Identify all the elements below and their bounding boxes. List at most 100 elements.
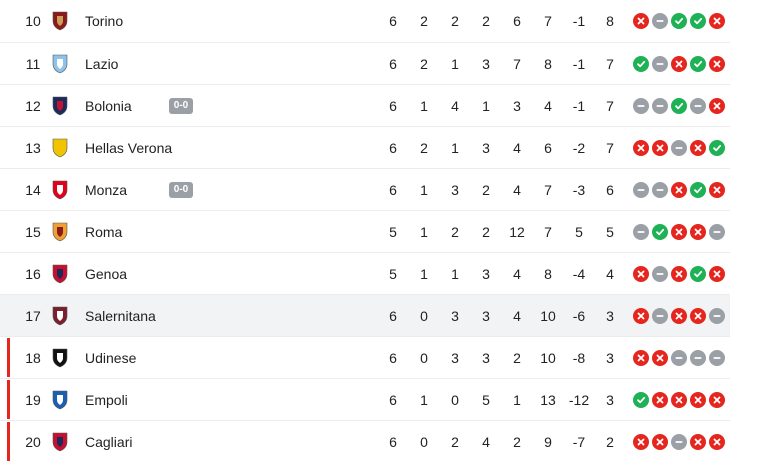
- win-icon[interactable]: [690, 13, 706, 29]
- draw-icon[interactable]: [652, 181, 668, 198]
- loss-icon[interactable]: [671, 307, 687, 324]
- loss-icon[interactable]: [690, 433, 706, 450]
- table-row[interactable]: 16 Genoa 5 1 1 3 4 8 -4 4: [0, 253, 730, 295]
- goals-against-value: 8: [544, 55, 552, 72]
- loss-icon[interactable]: [709, 265, 725, 282]
- draws-value: 3: [451, 181, 459, 198]
- team-name-link[interactable]: Lazio: [85, 55, 119, 72]
- loss-icon[interactable]: [690, 139, 706, 156]
- draw-icon[interactable]: [652, 13, 668, 29]
- loss-icon[interactable]: [633, 13, 649, 29]
- goals-for-value: 2: [513, 433, 521, 450]
- team-name-link[interactable]: Hellas Verona: [85, 139, 173, 156]
- table-row[interactable]: 17 Salernitana 6 0 3 3 4 10 -6 3: [0, 295, 730, 337]
- draw-icon[interactable]: [671, 349, 687, 366]
- loss-icon[interactable]: [690, 391, 706, 408]
- draw-icon[interactable]: [652, 97, 668, 114]
- loss-icon[interactable]: [671, 55, 687, 72]
- draw-icon[interactable]: [652, 307, 668, 324]
- win-icon[interactable]: [671, 97, 687, 114]
- loss-icon[interactable]: [709, 13, 725, 29]
- team-name-link[interactable]: Udinese: [85, 349, 137, 366]
- loss-icon[interactable]: [671, 265, 687, 282]
- table-row[interactable]: 12 Bolonia 0-0 6 1 4 1 3 4 -1 7: [0, 85, 730, 127]
- loss-icon[interactable]: [709, 97, 725, 114]
- draws-value: 1: [451, 55, 459, 72]
- draw-icon[interactable]: [652, 265, 668, 282]
- points-value: 3: [606, 349, 614, 366]
- loss-icon[interactable]: [633, 433, 649, 450]
- table-row[interactable]: 13 Hellas Verona 6 2 1 3 4 6 -2 7: [0, 127, 730, 169]
- team-name-link[interactable]: Salernitana: [85, 307, 156, 324]
- draw-icon[interactable]: [652, 55, 668, 72]
- table-row[interactable]: 20 Cagliari 6 0 2 4 2 9 -7 2: [0, 421, 730, 462]
- monza-crest-icon: [51, 180, 69, 200]
- goals-against-value: 10: [540, 349, 556, 366]
- loss-icon[interactable]: [652, 349, 668, 366]
- draw-icon[interactable]: [671, 433, 687, 450]
- table-row[interactable]: 10 Torino 6 2 2 2 6 7 -1 8: [0, 0, 730, 43]
- goal-difference-value: -1: [572, 13, 586, 29]
- goal-difference-value: -7: [572, 433, 586, 450]
- live-score-badge[interactable]: 0-0: [169, 97, 193, 114]
- win-icon[interactable]: [633, 391, 649, 408]
- team-name-link[interactable]: Torino: [85, 13, 124, 29]
- team-name-link[interactable]: Cagliari: [85, 433, 133, 450]
- draw-icon[interactable]: [633, 97, 649, 114]
- loss-icon[interactable]: [709, 433, 725, 450]
- wins-value: 1: [420, 181, 428, 198]
- live-score-badge[interactable]: 0-0: [169, 181, 193, 198]
- loss-icon[interactable]: [671, 391, 687, 408]
- loss-icon[interactable]: [633, 265, 649, 282]
- goals-against-value: 8: [544, 265, 552, 282]
- team-name-link[interactable]: Empoli: [85, 391, 128, 408]
- win-icon[interactable]: [690, 55, 706, 72]
- loss-icon[interactable]: [652, 391, 668, 408]
- loss-icon[interactable]: [671, 223, 687, 240]
- loss-icon[interactable]: [671, 181, 687, 198]
- win-icon[interactable]: [652, 223, 668, 240]
- goal-difference-value: -2: [572, 139, 586, 156]
- win-icon[interactable]: [671, 13, 687, 29]
- draw-icon[interactable]: [633, 223, 649, 240]
- draw-icon[interactable]: [709, 349, 725, 366]
- win-icon[interactable]: [633, 55, 649, 72]
- goals-against-value: 10: [540, 307, 556, 324]
- win-icon[interactable]: [690, 265, 706, 282]
- team-name-link[interactable]: Monza: [85, 181, 128, 198]
- loss-icon[interactable]: [633, 307, 649, 324]
- team-name-link[interactable]: Roma: [85, 223, 123, 240]
- loss-icon[interactable]: [690, 223, 706, 240]
- recent-form: [633, 349, 725, 366]
- loss-icon[interactable]: [709, 391, 725, 408]
- draw-icon[interactable]: [709, 223, 725, 240]
- loss-icon[interactable]: [652, 139, 668, 156]
- loss-icon[interactable]: [652, 433, 668, 450]
- table-row[interactable]: 19 Empoli 6 1 0 5 1 13 -12 3: [0, 379, 730, 421]
- loss-icon[interactable]: [633, 349, 649, 366]
- win-icon[interactable]: [709, 139, 725, 156]
- table-row[interactable]: 11 Lazio 6 2 1 3 7 8 -1 7: [0, 43, 730, 85]
- played-value: 6: [389, 433, 397, 450]
- draws-value: 2: [451, 433, 459, 450]
- team-name-link[interactable]: Bolonia: [85, 97, 132, 114]
- table-row[interactable]: 18 Udinese 6 0 3 3 2 10 -8 3: [0, 337, 730, 379]
- relegation-zone-marker: [7, 338, 10, 377]
- loss-icon[interactable]: [690, 307, 706, 324]
- table-row[interactable]: 14 Monza 0-0 6 1 3 2 4 7 -3 6: [0, 169, 730, 211]
- lazio-crest-icon: [51, 54, 69, 74]
- draw-icon[interactable]: [690, 349, 706, 366]
- loss-icon[interactable]: [633, 139, 649, 156]
- win-icon[interactable]: [690, 181, 706, 198]
- bologna-crest-icon: [51, 96, 69, 116]
- goal-difference-value: -1: [572, 55, 586, 72]
- draw-icon[interactable]: [690, 97, 706, 114]
- draw-icon[interactable]: [709, 307, 725, 324]
- verona-crest-icon: [51, 138, 69, 158]
- team-name-link[interactable]: Genoa: [85, 265, 128, 282]
- table-row[interactable]: 15 Roma 5 1 2 2 12 7 5 5: [0, 211, 730, 253]
- draw-icon[interactable]: [633, 181, 649, 198]
- draw-icon[interactable]: [671, 139, 687, 156]
- loss-icon[interactable]: [709, 55, 725, 72]
- loss-icon[interactable]: [709, 181, 725, 198]
